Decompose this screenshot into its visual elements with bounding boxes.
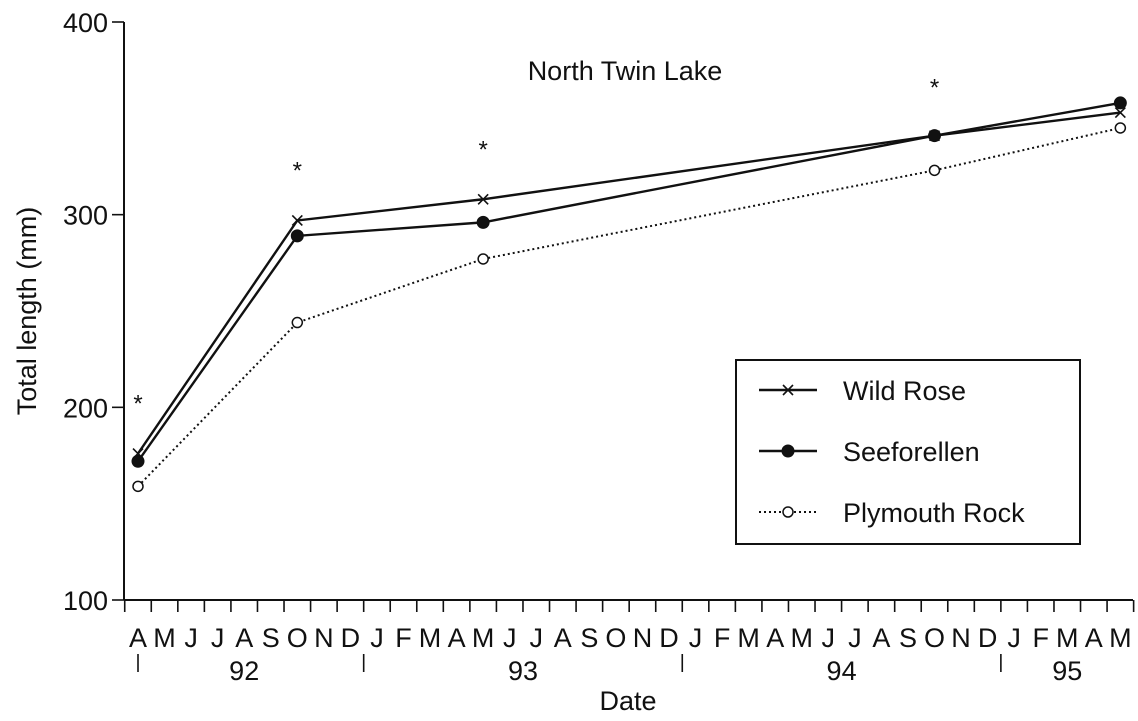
significance-asterisk: * bbox=[133, 391, 142, 418]
y-axis-label: Total length (mm) bbox=[12, 207, 42, 416]
data-point-plymouth-rock bbox=[132, 480, 144, 493]
data-point-plymouth-rock bbox=[1114, 122, 1127, 134]
x-tick-label: F bbox=[714, 623, 731, 653]
x-tick-label: N bbox=[314, 623, 334, 653]
legend-item-wild-rose: Wild Rose bbox=[759, 376, 966, 406]
x-tick-label: N bbox=[633, 623, 653, 653]
x-tick-label: J bbox=[503, 623, 517, 653]
x-tick-label: S bbox=[262, 623, 280, 653]
series-layer bbox=[131, 96, 1127, 493]
x-tick-label: M bbox=[1056, 623, 1079, 653]
significance-asterisk: * bbox=[478, 136, 487, 163]
year-label: 93 bbox=[508, 656, 538, 686]
significance-annotations: * * * * bbox=[133, 75, 939, 418]
legend-item-seeforellen: Seeforellen bbox=[759, 437, 980, 467]
chart-title: North Twin Lake bbox=[528, 56, 723, 86]
y-tick-label: 200 bbox=[63, 393, 108, 423]
x-tick-label: J bbox=[211, 623, 225, 653]
x-tick-label: J bbox=[1007, 623, 1021, 653]
legend-marker bbox=[782, 506, 794, 518]
data-point-seeforellen bbox=[1113, 96, 1127, 110]
x-tick-label: A bbox=[129, 623, 147, 653]
x-tick-label: J bbox=[689, 623, 703, 653]
x-tick-label: D bbox=[978, 623, 998, 653]
significance-asterisk: * bbox=[293, 158, 302, 185]
x-tick-label: D bbox=[341, 623, 361, 653]
x-tick-label: A bbox=[448, 623, 466, 653]
year-label: 95 bbox=[1052, 656, 1082, 686]
year-label: 94 bbox=[827, 656, 857, 686]
x-tick-label: J bbox=[184, 623, 198, 653]
x-tick-label: F bbox=[1032, 623, 1049, 653]
legend-marker bbox=[782, 384, 794, 396]
year-labels: 92 93 94 95 bbox=[137, 654, 1082, 686]
data-point-wild-rose bbox=[477, 193, 489, 205]
legend-label: Seeforellen bbox=[843, 437, 980, 467]
x-axis-label: Date bbox=[599, 686, 656, 716]
x-tick-label: S bbox=[899, 623, 917, 653]
y-tick-label: 300 bbox=[63, 201, 108, 231]
year-label: 92 bbox=[229, 656, 259, 686]
data-point-seeforellen bbox=[131, 454, 145, 468]
y-ticks: 100 200 300 400 bbox=[63, 8, 124, 616]
x-tick-label: M bbox=[1109, 623, 1132, 653]
x-tick-label: M bbox=[419, 623, 442, 653]
data-point-wild-rose bbox=[1114, 106, 1126, 119]
x-tick-label: N bbox=[951, 623, 971, 653]
legend-item-plymouth-rock: Plymouth Rock bbox=[759, 498, 1025, 528]
data-point-wild-rose bbox=[291, 214, 303, 227]
x-tick-label: J bbox=[530, 623, 544, 653]
y-tick-label: 400 bbox=[63, 8, 108, 38]
legend-label: Wild Rose bbox=[843, 376, 966, 406]
legend-label: Plymouth Rock bbox=[843, 498, 1025, 528]
x-tick-label: A bbox=[235, 623, 253, 653]
x-tick-label: M bbox=[153, 623, 176, 653]
data-point-seeforellen bbox=[928, 129, 941, 143]
x-tick-label: J bbox=[848, 623, 862, 653]
x-tick-label: O bbox=[924, 623, 945, 653]
legend-marker bbox=[781, 444, 795, 458]
data-point-seeforellen bbox=[290, 229, 304, 243]
x-tick-label: M bbox=[791, 623, 814, 653]
legend: Wild Rose Seeforellen Plymouth Rock bbox=[735, 359, 1081, 545]
x-tick-label: J bbox=[370, 623, 384, 653]
x-tick-label: A bbox=[766, 623, 784, 653]
data-point-plymouth-rock bbox=[477, 253, 489, 265]
significance-asterisk: * bbox=[930, 75, 939, 102]
x-tick-label: J bbox=[822, 623, 836, 653]
x-tick-label: M bbox=[472, 623, 495, 653]
x-tick-label: A bbox=[872, 623, 890, 653]
x-tick-label: O bbox=[287, 623, 308, 653]
x-tick-label: O bbox=[605, 623, 626, 653]
x-tick-label: A bbox=[554, 623, 572, 653]
x-tick-label: M bbox=[737, 623, 760, 653]
x-tick-label: D bbox=[659, 623, 679, 653]
x-tick-label: F bbox=[395, 623, 412, 653]
data-point-seeforellen bbox=[476, 215, 490, 229]
x-tick-label: A bbox=[1085, 623, 1103, 653]
y-tick-label: 100 bbox=[63, 586, 108, 616]
data-point-plymouth-rock bbox=[928, 164, 941, 177]
x-tick-label: S bbox=[580, 623, 598, 653]
data-point-plymouth-rock bbox=[291, 316, 304, 329]
